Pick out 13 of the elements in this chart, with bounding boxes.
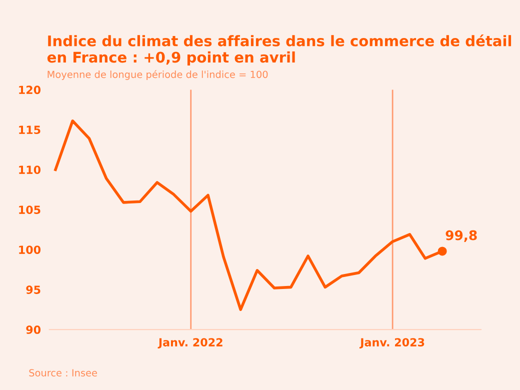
y-tick-label: 115 [19,126,40,134]
y-tick-label: 95 [26,286,40,294]
y-tick-label: 105 [19,206,40,214]
x-tick-label: Janv. 2022 [158,338,222,349]
y-tick-label: 90 [26,326,41,334]
chart-subtitle: Moyenne de longue période de l'indice = 100 [48,70,268,80]
y-tick-label: 120 [19,86,41,94]
y-tick-label: 110 [19,166,41,174]
source-note: Source : Insee [29,369,97,376]
chart-title: Indice du climat des affaires dans le commerce de détail en France : +0,9 point en avril [47,34,512,66]
y-tick-label: 100 [19,246,41,254]
annotation: 99,8 [446,230,477,242]
x-tick-label: Janv. 2023 [360,338,424,349]
